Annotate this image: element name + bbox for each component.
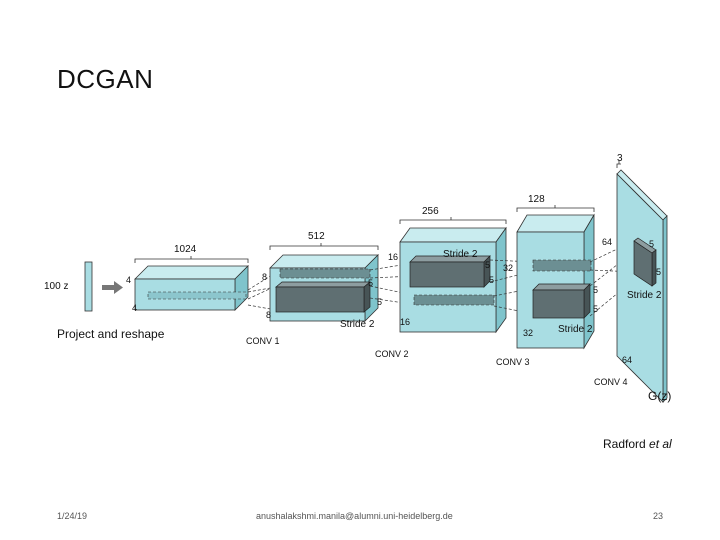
conv2-width-label: 256 bbox=[422, 206, 439, 217]
conv4-stride-label: Stride 2 bbox=[627, 290, 662, 301]
conv4-kernel-a: 5 bbox=[649, 239, 654, 249]
conv3-width-label: 128 bbox=[528, 194, 545, 205]
conv1-brace bbox=[269, 243, 379, 250]
arrow-icon bbox=[102, 281, 123, 294]
project-reshape-label: Project and reshape bbox=[57, 327, 165, 341]
conv4-side-a: 64 bbox=[602, 237, 612, 247]
conv2-kernel-a: 5 bbox=[485, 260, 490, 270]
footer-page-number: 23 bbox=[653, 511, 664, 521]
stage0-width-label: 1024 bbox=[174, 244, 197, 255]
latent-z-vector bbox=[84, 261, 93, 312]
conv1-width-label: 512 bbox=[308, 231, 325, 242]
conv4-output-block bbox=[616, 169, 668, 403]
conv3-side-a: 32 bbox=[503, 263, 513, 273]
conv3-stride-label: Stride 2 bbox=[558, 324, 593, 335]
stage0-block bbox=[134, 265, 249, 311]
conv1-stride-label: Stride 2 bbox=[340, 319, 375, 330]
conv3-block bbox=[516, 213, 595, 350]
citation-name: Radford bbox=[603, 437, 650, 451]
conv1-side-a: 8 bbox=[262, 272, 267, 282]
footer-email: anushalakshmi.manila@alumni.uni-heidelbe… bbox=[256, 511, 453, 521]
footer-date: 1/24/19 bbox=[57, 511, 88, 521]
stage0-side-a: 4 bbox=[126, 275, 131, 285]
stage0-side-b: 4 bbox=[132, 303, 137, 313]
stage0-brace bbox=[134, 256, 249, 263]
conv4-width-label: 3 bbox=[617, 153, 623, 164]
citation: Radford et al bbox=[603, 437, 672, 451]
conv4-name: CONV 4 bbox=[594, 377, 628, 387]
slide-title: DCGAN bbox=[57, 64, 154, 94]
output-gz-label: G(z) bbox=[648, 389, 671, 403]
conv1-block bbox=[269, 254, 379, 322]
conv1-side-b: 8 bbox=[266, 310, 271, 320]
conv2-stride-label: Stride 2 bbox=[443, 249, 478, 260]
conv4-side-b: 64 bbox=[622, 355, 632, 365]
conv2-kernel-b: 5 bbox=[489, 275, 494, 285]
conv3-kernel-a: 5 bbox=[593, 285, 598, 295]
conv1-kernel-b: 5 bbox=[377, 297, 382, 307]
conv1-name: CONV 1 bbox=[246, 336, 280, 346]
conv4-kernel-b: 5 bbox=[656, 267, 661, 277]
conv2-side-b: 16 bbox=[400, 317, 410, 327]
conv2-side-a: 16 bbox=[388, 252, 398, 262]
citation-etal: et al bbox=[649, 437, 672, 451]
input-label: 100 z bbox=[44, 281, 68, 292]
conv2-block bbox=[399, 226, 507, 334]
conv2-name: CONV 2 bbox=[375, 349, 409, 359]
conv3-side-b: 32 bbox=[523, 328, 533, 338]
conv3-name: CONV 3 bbox=[496, 357, 530, 367]
conv4-brace bbox=[616, 161, 621, 168]
conv3-brace bbox=[516, 205, 595, 212]
conv2-brace bbox=[399, 217, 507, 224]
conv1-kernel-a: 5 bbox=[368, 278, 373, 288]
conv3-kernel-b: 5 bbox=[593, 304, 598, 314]
